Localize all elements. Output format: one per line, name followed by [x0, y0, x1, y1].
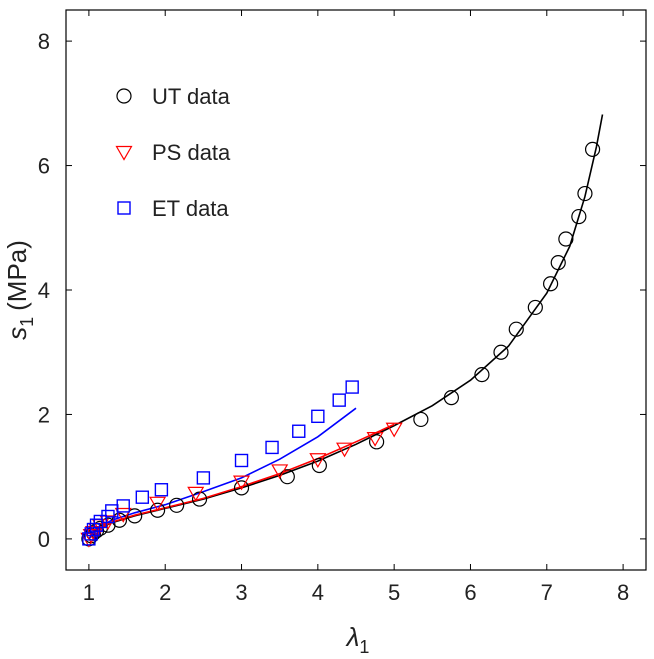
data-point [493, 344, 509, 360]
fit-curves [88, 114, 604, 540]
y-axis-unit: (MPa) [2, 240, 32, 311]
data-point [271, 464, 289, 480]
legend: UT data PS data ET data [115, 84, 231, 221]
x-tick-label: 4 [312, 580, 324, 605]
data-point [196, 471, 211, 485]
data-point [345, 380, 359, 394]
data-point [232, 475, 251, 491]
fit-curve [88, 423, 395, 540]
x-tick-label: 8 [617, 580, 629, 605]
data-point [311, 409, 325, 424]
x-tick-label: 1 [83, 580, 95, 605]
y-tick-label: 2 [38, 402, 50, 427]
y-tick-label: 6 [38, 154, 50, 179]
data-point [116, 499, 130, 513]
legend-label: ET data [152, 196, 229, 221]
x-tick-label: 7 [541, 580, 553, 605]
data-point [311, 457, 327, 474]
data-point [413, 411, 429, 428]
data-point [385, 422, 403, 438]
ticks: 1 2 3 4 5 6 7 8 0 2 4 6 8 [38, 10, 646, 605]
x-axis-symbol: λ [345, 622, 360, 652]
data-point [135, 490, 150, 504]
data-point [149, 496, 167, 512]
data-point [86, 522, 101, 537]
data-point [366, 431, 384, 447]
data-point [558, 231, 574, 247]
legend-marker [117, 201, 131, 215]
data-point [543, 276, 559, 292]
data-point [127, 508, 143, 524]
data-point [149, 502, 166, 518]
data-point [571, 208, 587, 225]
data-point [332, 393, 346, 407]
data-point [154, 483, 169, 497]
y-axis-subscript: 1 [17, 317, 37, 327]
data-point [474, 367, 490, 383]
data-point [577, 185, 593, 202]
data-point [187, 486, 205, 502]
y-tick-label: 8 [38, 29, 50, 54]
data-markers [80, 141, 601, 548]
x-axis-title: λ1 [345, 622, 370, 654]
legend-label: PS data [152, 140, 231, 165]
y-axis-symbol: s [2, 327, 32, 340]
x-tick-label: 3 [235, 580, 247, 605]
data-point [265, 440, 279, 455]
data-point [93, 514, 108, 529]
fit-curve [88, 114, 604, 540]
data-point [550, 255, 566, 271]
data-point [169, 497, 185, 513]
data-point [527, 299, 543, 316]
data-point [89, 518, 104, 532]
data-point [309, 453, 327, 468]
data-point [443, 390, 459, 406]
data-point [233, 480, 250, 496]
y-axis-title: s1 (MPa) [2, 240, 37, 340]
y-tick-label: 0 [38, 527, 50, 552]
x-axis-subscript: 1 [359, 637, 369, 654]
x-tick-label: 2 [159, 580, 171, 605]
data-point [82, 532, 96, 546]
data-point [336, 442, 354, 458]
data-point [191, 491, 208, 507]
data-point [508, 321, 524, 337]
legend-marker [116, 88, 132, 104]
data-point [584, 141, 601, 157]
legend-marker [115, 145, 133, 161]
x-tick-label: 6 [464, 580, 476, 605]
data-point [234, 453, 249, 468]
data-point [369, 434, 385, 450]
x-tick-label: 5 [388, 580, 400, 605]
legend-label: UT data [152, 84, 231, 109]
y-tick-label: 4 [38, 278, 50, 303]
data-point [292, 424, 306, 438]
data-point [114, 507, 132, 523]
